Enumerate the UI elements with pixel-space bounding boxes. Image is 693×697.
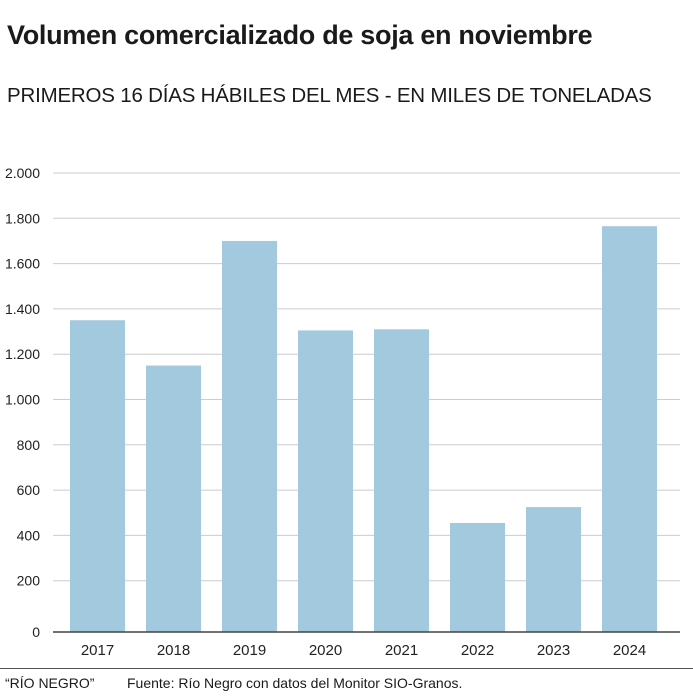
x-tick-label: 2024 [613, 642, 646, 659]
bar-2019 [222, 240, 277, 632]
footer-divider [0, 668, 693, 669]
y-tick-label: 600 [17, 482, 41, 498]
bar-2021 [374, 329, 429, 632]
y-tick-label: 400 [17, 527, 41, 543]
x-tick-label: 2023 [537, 642, 570, 659]
x-tick-label: 2022 [461, 642, 494, 659]
bar-2017 [70, 320, 125, 632]
x-tick-label: 2019 [233, 642, 266, 659]
y-tick-label: 1.400 [5, 301, 40, 317]
y-tick-label: 1.200 [5, 346, 40, 362]
credit-text: “RÍO NEGRO” [5, 675, 95, 691]
x-tick-label: 2020 [309, 642, 342, 659]
y-tick-label: 1.600 [5, 256, 40, 272]
bar-2024 [602, 226, 657, 633]
bar-2020 [298, 330, 353, 632]
y-tick-label: 800 [17, 437, 41, 453]
chart-title: Volumen comercializado de soja en noviem… [7, 20, 593, 50]
source-text: Fuente: Río Negro con datos del Monitor … [127, 675, 463, 691]
x-tick-label: 2021 [385, 642, 418, 659]
chart-subtitle: PRIMEROS 16 DÍAS HÁBILES DEL MES - EN MI… [7, 84, 652, 107]
y-tick-label: 200 [17, 573, 41, 589]
bar-2023 [526, 507, 581, 632]
bar-2018 [146, 365, 201, 632]
x-tick-label: 2017 [81, 642, 114, 659]
bar-2022 [450, 522, 505, 632]
x-tick-label: 2018 [157, 642, 190, 659]
y-tick-label: 0 [32, 624, 40, 640]
y-tick-label: 2.000 [5, 165, 40, 181]
y-tick-label: 1.800 [5, 210, 40, 226]
y-tick-label: 1.000 [5, 392, 40, 408]
